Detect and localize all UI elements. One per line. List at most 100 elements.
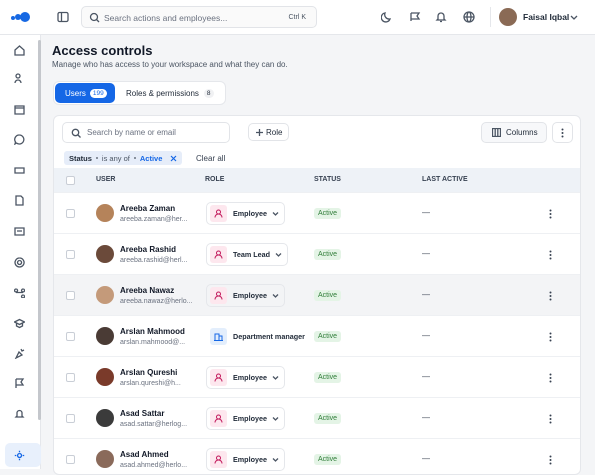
nav-icon[interactable] xyxy=(14,165,25,176)
table-row[interactable]: Asad Sattar asad.sattar@herlog... Employee… xyxy=(54,397,580,438)
tab-label: Roles & permissions xyxy=(126,88,199,98)
icon-shape xyxy=(14,348,25,359)
glyph xyxy=(214,250,223,259)
tab-roles[interactable]: Roles & permissions 8 xyxy=(126,83,214,103)
nav-icon[interactable] xyxy=(14,408,25,419)
glyph xyxy=(214,414,223,423)
role-icon xyxy=(210,246,227,263)
table-row[interactable]: Asad Ahmed asad.ahmed@herlo... Employee Act… xyxy=(54,438,580,474)
global-search[interactable]: Search actions and employees... Ctrl K xyxy=(81,6,317,28)
nav-icon[interactable] xyxy=(14,195,25,206)
row-menu[interactable] xyxy=(549,455,552,465)
user-name[interactable]: Faisal Iqbal xyxy=(523,12,570,22)
last-active: — xyxy=(422,372,430,381)
role-select[interactable]: Employee xyxy=(206,407,285,430)
dot xyxy=(549,377,552,379)
role-select[interactable]: Team Lead xyxy=(206,243,289,266)
row-checkbox[interactable] xyxy=(66,209,75,218)
search-placeholder: Search actions and employees... xyxy=(104,13,228,23)
theme-icon[interactable] xyxy=(381,11,393,23)
chevron-shape xyxy=(272,458,279,462)
nav-icon[interactable] xyxy=(14,104,25,115)
user-name: Arslan Mahmood xyxy=(120,327,185,336)
dot xyxy=(549,373,552,376)
table-row[interactable]: Arslan Qureshi arslan.qureshi@h... Employe… xyxy=(54,356,580,397)
more-button[interactable] xyxy=(552,122,573,143)
clear-filters[interactable]: Clear all xyxy=(196,154,226,163)
announce-icon[interactable] xyxy=(409,11,421,23)
nav-icon[interactable] xyxy=(14,318,25,329)
bell-icon[interactable] xyxy=(435,11,447,23)
row-checkbox[interactable] xyxy=(66,414,75,423)
columns-button[interactable]: Columns xyxy=(481,122,547,143)
avatar xyxy=(96,450,114,468)
nav-icon[interactable] xyxy=(14,45,25,56)
select-all[interactable] xyxy=(66,176,75,185)
column-header: ROLE xyxy=(205,176,225,183)
row-menu[interactable] xyxy=(549,373,552,383)
row-menu[interactable] xyxy=(549,291,552,301)
nav-icon[interactable] xyxy=(14,134,25,145)
user-email: arslan.mahmood@... xyxy=(120,339,186,346)
filter-chip[interactable]: Status is any of Active xyxy=(64,151,183,165)
chevron-shape xyxy=(275,253,282,257)
globe-icon[interactable] xyxy=(463,11,475,23)
chevron[interactable] xyxy=(570,13,578,21)
role-glyph xyxy=(214,455,223,464)
kebab xyxy=(561,128,564,137)
nav-icon[interactable] xyxy=(14,348,25,359)
user-name: Areeba Zaman xyxy=(120,204,176,213)
chevron xyxy=(272,212,279,216)
remove-filter[interactable] xyxy=(170,155,177,162)
nav-icon[interactable] xyxy=(14,73,25,84)
sidebar-toggle[interactable] xyxy=(57,11,69,23)
page-subtitle: Manage who has access to your workspace … xyxy=(52,60,288,69)
row-checkbox[interactable] xyxy=(66,373,75,382)
role-glyph xyxy=(214,373,223,382)
table-row[interactable]: Areeba Nawaz areeba.nawaz@herlo... Employe… xyxy=(54,274,580,315)
row-checkbox[interactable] xyxy=(66,332,75,341)
table-row[interactable]: Areeba Rashid areeba.rashid@herl... Team L… xyxy=(54,233,580,274)
table-row[interactable]: Areeba Zaman areeba.zaman@her... Employee A… xyxy=(54,192,580,233)
row-checkbox[interactable] xyxy=(66,291,75,300)
filter-field: Status xyxy=(69,153,92,163)
tab-users[interactable]: Users 199 xyxy=(55,83,115,103)
role-glyph xyxy=(214,209,223,218)
nav-icon[interactable] xyxy=(14,226,25,237)
dot xyxy=(549,421,552,424)
separator xyxy=(133,157,136,159)
nav-icon[interactable] xyxy=(14,287,25,298)
nav-icon[interactable] xyxy=(14,450,25,461)
icon-shape xyxy=(14,73,22,84)
user-avatar[interactable] xyxy=(499,8,517,26)
nav-icon[interactable] xyxy=(14,378,25,389)
row-checkbox[interactable] xyxy=(66,455,75,464)
role-select[interactable]: Employee xyxy=(206,448,285,471)
row-menu[interactable] xyxy=(549,209,552,219)
add-role-button[interactable]: Role xyxy=(248,123,289,141)
dot xyxy=(549,332,552,335)
icon-shape xyxy=(14,318,25,329)
table-search[interactable]: Search by name or email xyxy=(62,122,230,143)
row-checkbox[interactable] xyxy=(66,250,75,259)
role-select[interactable]: Employee xyxy=(206,284,285,307)
user-name: Areeba Rashid xyxy=(120,245,177,254)
row-menu[interactable] xyxy=(549,414,552,424)
nav-icon[interactable] xyxy=(14,257,25,268)
row-menu[interactable] xyxy=(549,250,552,260)
dot xyxy=(549,336,552,338)
glyph xyxy=(214,209,223,218)
role-select[interactable]: Employee xyxy=(206,202,285,225)
column-header: STATUS xyxy=(314,176,341,183)
user-email: asad.sattar@herlog... xyxy=(120,421,188,428)
last-active: — xyxy=(422,331,430,340)
role-select[interactable]: Department manager xyxy=(206,325,306,348)
button-label: Role xyxy=(266,127,283,137)
chevron xyxy=(272,376,279,380)
row-menu[interactable] xyxy=(549,332,552,342)
role-label: Department manager xyxy=(233,332,305,341)
user-name: Arslan Qureshi xyxy=(120,368,178,377)
table-row[interactable]: Arslan Mahmood arslan.mahmood@... Departme… xyxy=(54,315,580,356)
role-select[interactable]: Employee xyxy=(206,366,285,389)
